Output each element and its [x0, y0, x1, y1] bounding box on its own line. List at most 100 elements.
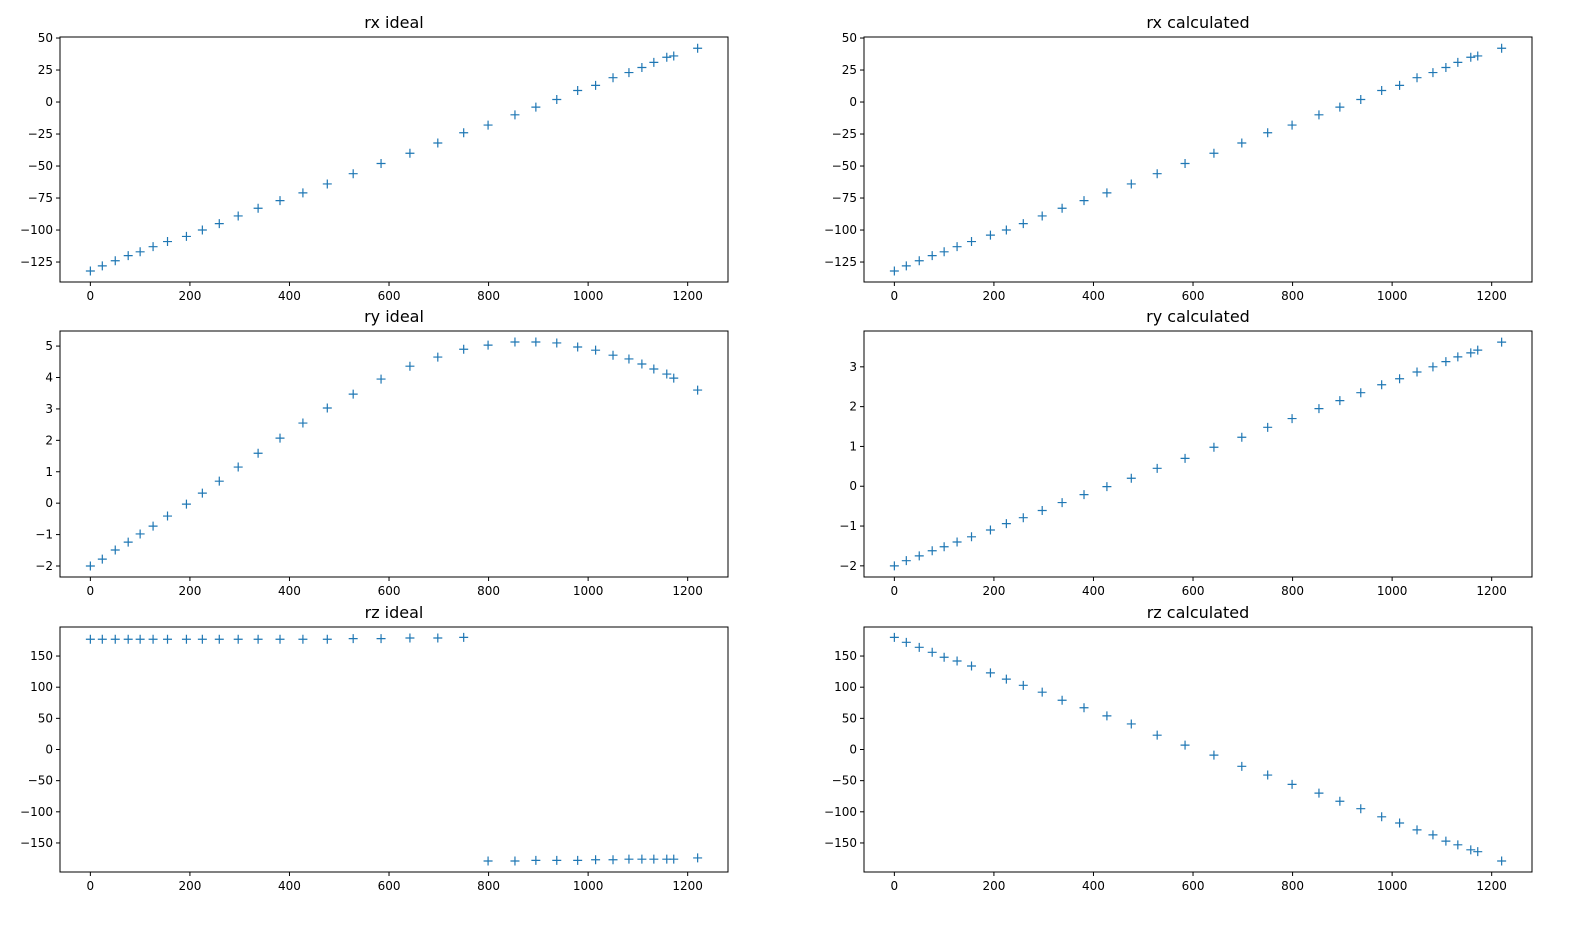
data-point	[985, 525, 995, 535]
data-point	[952, 242, 962, 252]
data-point	[253, 634, 263, 644]
data-point	[1395, 374, 1405, 384]
data-point	[348, 169, 358, 179]
y-tick-label: −100	[824, 223, 857, 237]
data-point	[952, 537, 962, 547]
y-tick-label: 150	[834, 649, 857, 663]
data-point	[1152, 463, 1162, 473]
y-tick-label: −50	[28, 159, 53, 173]
x-tick-label: 1000	[573, 879, 604, 893]
data-point	[197, 225, 207, 235]
y-tick-label: 100	[30, 680, 53, 694]
subplot-rx-ideal: rx ideal 0 200 400 600 800 1000 1200 −125 −100 −75…	[20, 13, 729, 303]
data-point	[1473, 345, 1483, 355]
data-point	[952, 656, 962, 666]
y-tick-label: −1	[35, 528, 53, 542]
data-point	[483, 856, 493, 866]
data-point	[1287, 779, 1297, 789]
data-point	[1314, 110, 1324, 120]
subplot-title: rz calculated	[1147, 603, 1250, 622]
x-tick-label: 1200	[1476, 289, 1507, 303]
y-tick-label: −50	[832, 774, 857, 788]
x-tick-label: 400	[1082, 289, 1105, 303]
data-point	[1079, 703, 1089, 713]
data-point	[197, 634, 207, 644]
x-tick-label: 800	[477, 289, 500, 303]
x-tick-label: 0	[87, 584, 95, 598]
data-point	[1263, 770, 1273, 780]
x-tick-label: 800	[1281, 584, 1304, 598]
data-point	[1335, 796, 1345, 806]
data-point	[1473, 847, 1483, 857]
data-point	[1237, 761, 1247, 771]
data-point	[1356, 388, 1366, 398]
data-point	[1453, 352, 1463, 362]
data-point	[97, 634, 107, 644]
data-point	[927, 546, 937, 556]
data-point	[531, 337, 541, 347]
subplot-title: ry ideal	[364, 307, 424, 326]
data-point	[967, 532, 977, 542]
data-point	[649, 854, 659, 864]
y-tick-label: −25	[832, 127, 857, 141]
data-point	[97, 261, 107, 271]
data-point	[591, 855, 601, 865]
data-point	[1209, 442, 1219, 452]
x-tick-label: 600	[378, 289, 401, 303]
data-point	[214, 634, 224, 644]
x-tick-label: 200	[178, 584, 201, 598]
x-tick-label: 600	[378, 879, 401, 893]
x-tick-label: 1200	[672, 584, 703, 598]
data-point	[531, 102, 541, 112]
data-point	[939, 542, 949, 552]
data-point	[110, 256, 120, 266]
data-point	[1395, 80, 1405, 90]
data-point	[197, 488, 207, 498]
data-point	[1180, 740, 1190, 750]
data-point	[914, 551, 924, 561]
x-tick-label: 400	[1082, 584, 1105, 598]
x-tick-label: 800	[477, 584, 500, 598]
data-point	[510, 856, 520, 866]
data-point	[1377, 380, 1387, 390]
data-point	[298, 418, 308, 428]
data-point	[1466, 52, 1476, 62]
data-point	[405, 633, 415, 643]
data-point	[1126, 719, 1136, 729]
axes-frame	[59, 626, 729, 873]
data-point	[1466, 845, 1476, 855]
data-point	[1037, 687, 1047, 697]
data-point	[1018, 513, 1028, 523]
data-point	[110, 545, 120, 555]
data-point	[591, 80, 601, 90]
x-tick-label: 200	[178, 879, 201, 893]
data-point	[1314, 404, 1324, 414]
data-point	[433, 633, 443, 643]
data-point	[552, 338, 562, 348]
data-point	[85, 561, 95, 571]
data-point	[573, 855, 583, 865]
data-point	[608, 350, 618, 360]
y-tick-label: −100	[824, 805, 857, 819]
data-point	[1209, 750, 1219, 760]
data-point	[163, 634, 173, 644]
y-tick-label: 1	[849, 439, 857, 453]
data-point	[275, 433, 285, 443]
data-point	[1453, 57, 1463, 67]
y-tick-label: 150	[30, 649, 53, 663]
data-point	[1412, 367, 1422, 377]
data-point	[483, 340, 493, 350]
data-point	[1180, 158, 1190, 168]
y-tick-label: 0	[45, 95, 53, 109]
data-point	[624, 68, 634, 78]
x-tick-label: 1200	[1476, 584, 1507, 598]
y-tick-label: −100	[20, 805, 53, 819]
data-point	[1335, 396, 1345, 406]
x-tick-label: 1000	[1377, 289, 1408, 303]
data-point	[669, 854, 679, 864]
data-point	[552, 855, 562, 865]
data-point	[459, 344, 469, 354]
data-point	[939, 247, 949, 257]
data-point	[1102, 482, 1112, 492]
y-tick-label: 50	[842, 711, 857, 725]
